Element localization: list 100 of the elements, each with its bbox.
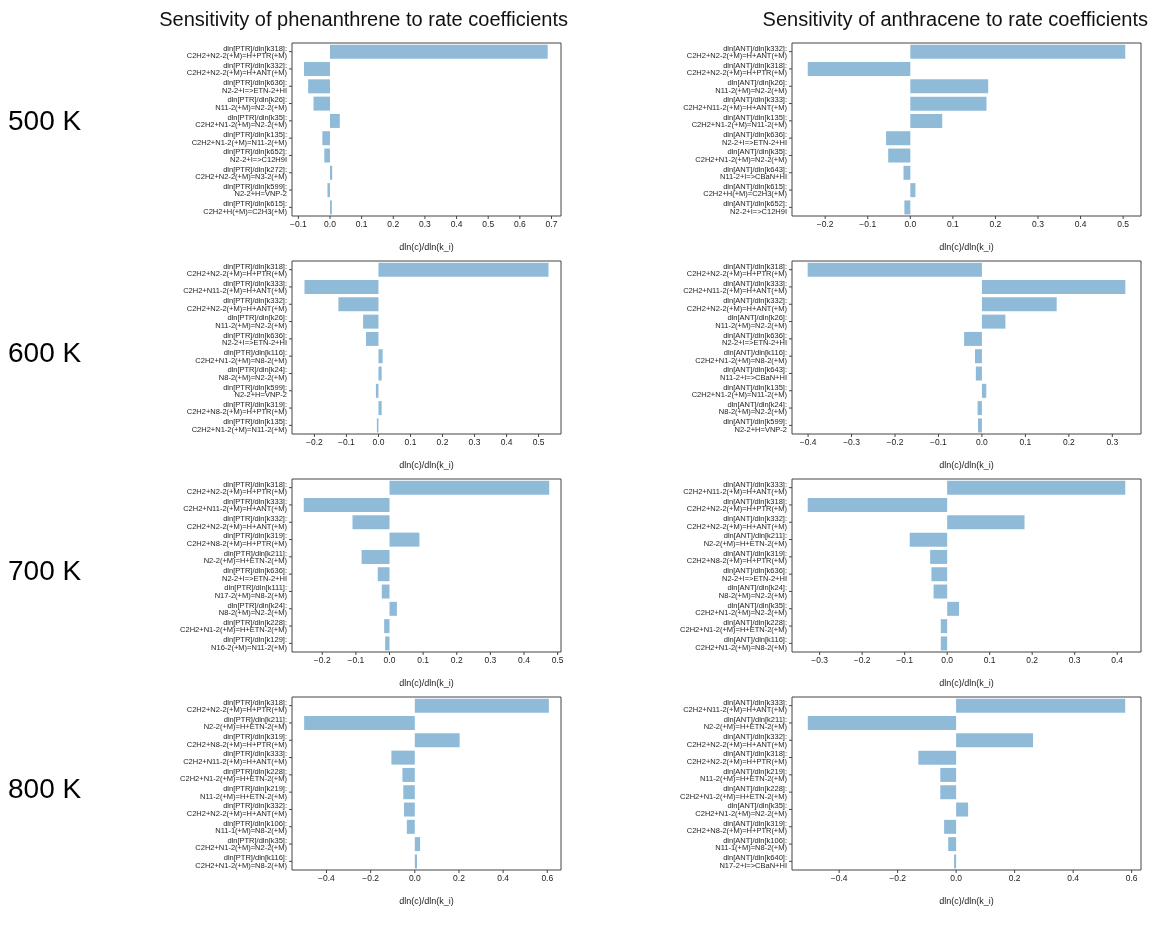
chart-title: Sensitivity of phenanthrene to rate coefficients bbox=[158, 8, 568, 32]
x-tick-label: 0.3 bbox=[419, 219, 432, 230]
x-tick-label: −0.2 bbox=[853, 655, 871, 666]
x-tick-label: 0.7 bbox=[545, 219, 558, 230]
bar bbox=[964, 331, 982, 346]
bar bbox=[940, 767, 957, 782]
bar bbox=[329, 113, 340, 128]
bar bbox=[807, 716, 957, 731]
bar bbox=[910, 183, 916, 198]
bar bbox=[378, 401, 382, 416]
bar bbox=[940, 785, 957, 800]
bar bbox=[981, 314, 1006, 329]
x-tick-label: 0.6 bbox=[513, 219, 527, 230]
bar bbox=[910, 79, 989, 94]
x-tick-label: 0.5 bbox=[1117, 219, 1130, 230]
x-tick-label: 0.1 bbox=[1019, 437, 1032, 448]
bar bbox=[981, 280, 1126, 295]
x-tick-label: 0.2 bbox=[450, 655, 463, 666]
x-tick-label: 0.6 bbox=[1125, 873, 1138, 884]
x-tick-label: 0.2 bbox=[989, 219, 1002, 230]
bar bbox=[303, 498, 390, 513]
x-tick-label: 0.1 bbox=[355, 219, 368, 230]
bar bbox=[956, 698, 1126, 713]
x-tick-label: 0.2 bbox=[453, 873, 466, 884]
x-tick-label: −0.1 bbox=[896, 655, 914, 666]
text: 800 K bbox=[8, 773, 83, 805]
bar bbox=[338, 297, 379, 312]
bar bbox=[304, 280, 379, 295]
bar bbox=[910, 44, 1126, 59]
bar bbox=[385, 636, 390, 651]
x-tick-label: −0.1 bbox=[930, 437, 948, 448]
x-tick-label: 0.5 bbox=[551, 655, 564, 666]
x-tick-label: 0.4 bbox=[497, 873, 510, 884]
bar bbox=[886, 131, 911, 146]
bar bbox=[910, 96, 987, 111]
bar bbox=[930, 549, 948, 564]
x-tick-label: 0.6 bbox=[541, 873, 554, 884]
x-tick-label: 0.5 bbox=[532, 437, 545, 448]
bar bbox=[403, 802, 415, 817]
bar bbox=[947, 480, 1126, 495]
x-tick-label: −0.4 bbox=[830, 873, 848, 884]
bar bbox=[414, 698, 549, 713]
x-tick-label: 0.4 bbox=[1111, 655, 1124, 666]
bar bbox=[402, 767, 415, 782]
x-tick-label: 0.1 bbox=[404, 437, 417, 448]
x-tick-label: 0.4 bbox=[450, 219, 463, 230]
bar bbox=[910, 113, 943, 128]
bar bbox=[948, 837, 957, 852]
x-tick-label: 0.1 bbox=[417, 655, 430, 666]
x-tick-label: −0.1 bbox=[338, 437, 356, 448]
bar bbox=[807, 62, 911, 77]
x-axis-title: dln(c)/dln(k_i) bbox=[939, 678, 994, 688]
bar bbox=[888, 148, 911, 163]
x-tick-label: −0.3 bbox=[843, 437, 861, 448]
bar bbox=[308, 79, 330, 94]
x-tick-label: 0.4 bbox=[518, 655, 531, 666]
bar bbox=[944, 819, 957, 834]
bar bbox=[414, 854, 417, 869]
x-tick-label: 0.1 bbox=[946, 219, 960, 230]
bar bbox=[975, 366, 982, 381]
bar bbox=[414, 837, 421, 852]
bar bbox=[363, 314, 379, 329]
bar bbox=[389, 480, 550, 495]
bar bbox=[909, 532, 948, 547]
x-tick-label: 0.2 bbox=[1026, 655, 1039, 666]
bar bbox=[947, 515, 1025, 530]
x-tick-label: 0.4 bbox=[500, 437, 513, 448]
bar bbox=[956, 802, 969, 817]
x-tick-label: −0.1 bbox=[289, 219, 307, 230]
x-tick-label: 0.2 bbox=[1062, 437, 1076, 448]
x-tick-label: −0.4 bbox=[799, 437, 817, 448]
x-axis-title: dln(c)/dln(k_i) bbox=[939, 242, 994, 252]
bar bbox=[391, 750, 415, 765]
bar bbox=[329, 44, 548, 59]
x-axis-title: dln(c)/dln(k_i) bbox=[399, 460, 454, 470]
x-tick-label: −0.2 bbox=[362, 873, 380, 884]
bar bbox=[940, 619, 948, 634]
bar bbox=[414, 733, 460, 748]
x-tick-label: 0.3 bbox=[1068, 655, 1081, 666]
bar bbox=[327, 183, 330, 198]
bar bbox=[974, 349, 982, 364]
x-tick-label: 0.3 bbox=[484, 655, 497, 666]
bar bbox=[389, 532, 420, 547]
x-tick-label: 0.0 bbox=[976, 437, 989, 448]
bar bbox=[361, 549, 390, 564]
bar bbox=[807, 498, 948, 513]
bar bbox=[313, 96, 330, 111]
bar bbox=[807, 262, 982, 277]
x-tick-label: 0.0 bbox=[408, 873, 421, 884]
bar bbox=[978, 418, 982, 433]
x-tick-label: 0.4 bbox=[1074, 219, 1087, 230]
x-axis-title: dln(c)/dln(k_i) bbox=[939, 460, 994, 470]
bar bbox=[981, 383, 987, 398]
x-tick-label: 0.0 bbox=[383, 655, 396, 666]
x-tick-label: 0.0 bbox=[372, 437, 385, 448]
x-tick-label: 0.0 bbox=[950, 873, 963, 884]
x-tick-label: 0.0 bbox=[904, 219, 917, 230]
x-tick-label: 0.2 bbox=[387, 219, 400, 230]
bar bbox=[406, 819, 415, 834]
x-tick-label: 0.3 bbox=[1106, 437, 1119, 448]
